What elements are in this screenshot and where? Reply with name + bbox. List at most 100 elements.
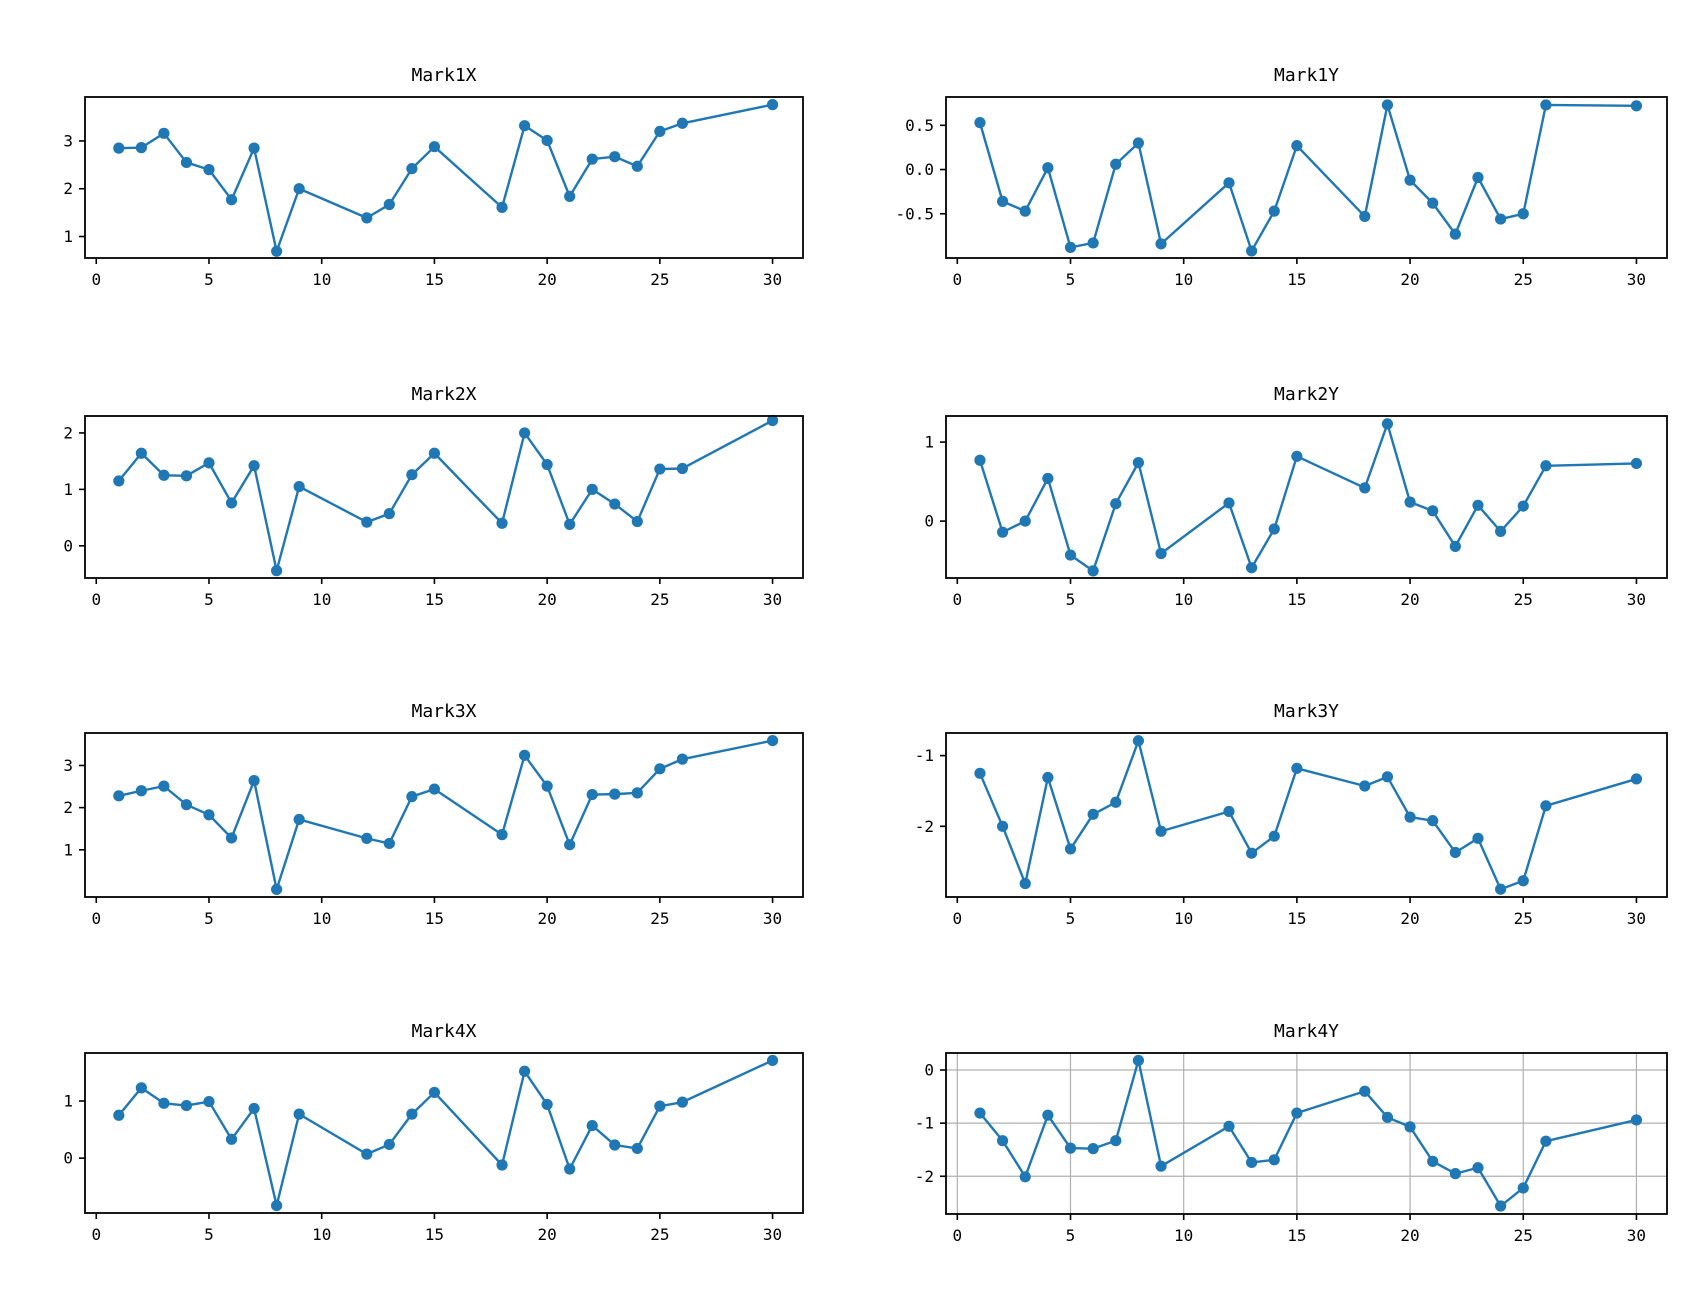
data-point xyxy=(1472,832,1484,844)
data-point xyxy=(1110,1135,1122,1147)
data-point xyxy=(996,820,1009,832)
data-point xyxy=(1246,562,1258,574)
y-tick-label: -1 xyxy=(915,1114,934,1133)
x-tick-label: 0 xyxy=(91,909,101,928)
data-point xyxy=(406,791,418,803)
data-point xyxy=(631,160,643,172)
data-markers xyxy=(113,414,779,577)
data-point xyxy=(1630,100,1643,112)
data-point xyxy=(383,508,395,520)
data-point xyxy=(496,1159,508,1171)
data-point xyxy=(1019,877,1031,890)
y-tick-label: 3 xyxy=(63,756,73,775)
data-point xyxy=(203,164,215,176)
data-line xyxy=(117,739,774,891)
data-point xyxy=(293,1108,305,1120)
x-tick-label: 0 xyxy=(91,270,101,289)
data-point xyxy=(1155,825,1167,837)
data-markers xyxy=(974,99,1643,257)
tick-marks: 0 5 10 15 20 25 30 0 1 xyxy=(924,433,1646,609)
data-point xyxy=(1110,796,1122,808)
data-point xyxy=(496,829,508,841)
data-point xyxy=(1404,811,1416,823)
x-tick-label: 10 xyxy=(1174,590,1193,609)
chart-title: Mark4X xyxy=(411,1021,476,1042)
chart-Mark4Y: 0 5 10 15 20 25 30 -2 -1 0 Mark4Y xyxy=(915,1021,1668,1245)
data-point xyxy=(180,156,193,169)
x-tick-label: 25 xyxy=(1514,1226,1533,1245)
x-tick-label: 0 xyxy=(952,270,962,289)
y-tick-label: 0.5 xyxy=(905,116,934,135)
y-tick-label: 0 xyxy=(924,1061,934,1080)
data-point xyxy=(1132,457,1145,469)
data-point xyxy=(609,498,621,510)
data-point xyxy=(293,183,305,195)
data-point xyxy=(586,1119,598,1132)
data-point xyxy=(406,1108,418,1120)
data-point xyxy=(631,515,643,528)
data-point xyxy=(1087,237,1099,249)
data-point xyxy=(1132,735,1145,747)
data-point xyxy=(518,1065,531,1077)
data-point xyxy=(203,809,215,821)
data-point xyxy=(1517,500,1529,512)
data-point xyxy=(271,883,283,896)
data-point xyxy=(293,480,305,493)
data-point xyxy=(518,120,531,132)
chart-title: Mark2X xyxy=(411,384,476,405)
data-point xyxy=(1630,1114,1643,1126)
data-point xyxy=(271,1199,283,1212)
data-point xyxy=(1291,450,1303,462)
plot-border xyxy=(84,96,804,259)
data-point xyxy=(225,1133,238,1145)
plot-border xyxy=(945,732,1668,898)
data-point xyxy=(428,1086,441,1099)
x-tick-label: 30 xyxy=(1627,270,1646,289)
x-tick-label: 30 xyxy=(1627,1226,1646,1245)
data-point xyxy=(564,1163,576,1175)
data-point xyxy=(203,457,215,469)
data-point xyxy=(1019,515,1031,527)
data-point xyxy=(1472,171,1484,184)
data-point xyxy=(541,1098,553,1111)
x-tick-label: 10 xyxy=(1174,1226,1193,1245)
y-tick-label: -2 xyxy=(915,1167,934,1186)
x-tick-label: 30 xyxy=(763,590,782,609)
plot-border xyxy=(945,415,1668,579)
y-tick-label: 0 xyxy=(924,512,934,531)
x-tick-label: 15 xyxy=(425,909,444,928)
data-point xyxy=(248,460,260,472)
data-point xyxy=(1087,1143,1099,1155)
x-tick-label: 20 xyxy=(1400,909,1419,928)
x-tick-label: 0 xyxy=(952,1226,962,1245)
data-point xyxy=(361,516,373,528)
chart-Mark2Y: 0 5 10 15 20 25 30 0 1 Mark2Y xyxy=(924,384,1668,609)
data-point xyxy=(564,839,576,851)
tick-marks: 0 5 10 15 20 25 30 0 1 2 xyxy=(63,423,782,609)
data-point xyxy=(203,1095,215,1108)
data-point xyxy=(383,198,395,211)
data-point xyxy=(383,1138,395,1151)
data-point xyxy=(609,151,621,163)
data-point xyxy=(1110,498,1122,510)
x-tick-label: 10 xyxy=(312,909,331,928)
data-markers xyxy=(113,99,779,257)
data-point xyxy=(1404,496,1416,508)
data-point xyxy=(676,1096,688,1108)
data-point xyxy=(180,470,193,482)
data-point xyxy=(248,1102,260,1115)
y-tick-label: 0 xyxy=(63,1149,73,1168)
x-tick-label: 15 xyxy=(425,1225,444,1244)
plot-border xyxy=(945,96,1668,259)
data-point xyxy=(1449,228,1461,240)
tick-marks: 0 5 10 15 20 25 30 1 2 3 xyxy=(63,131,782,289)
chart-title: Mark3Y xyxy=(1274,701,1339,722)
data-point xyxy=(654,1100,666,1112)
chart-Mark4X: 0 5 10 15 20 25 30 0 1 Mark4X xyxy=(63,1021,804,1244)
tick-marks: 0 5 10 15 20 25 30 -2 -1 xyxy=(915,746,1646,928)
x-tick-label: 0 xyxy=(952,909,962,928)
data-point xyxy=(974,454,986,466)
data-point xyxy=(1110,158,1122,170)
data-point xyxy=(541,134,553,147)
data-point xyxy=(1630,773,1643,785)
